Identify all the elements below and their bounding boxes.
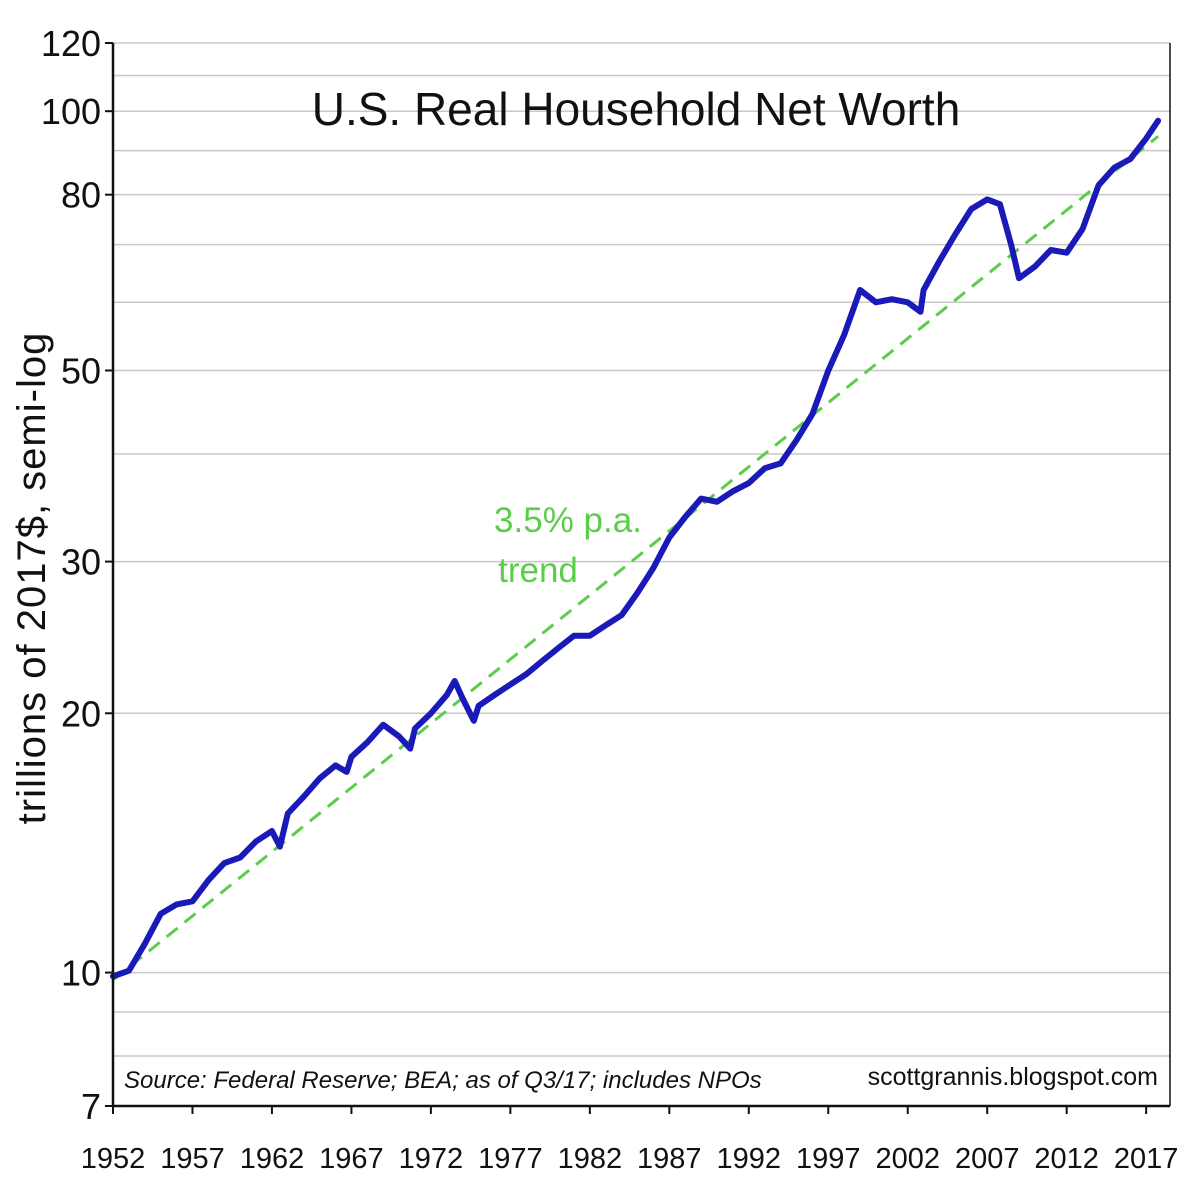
x-tick-label: 2012 (1034, 1143, 1099, 1175)
x-tick-label: 1992 (717, 1143, 782, 1175)
gridlines (113, 42, 1170, 1057)
y-tick-label: 100 (41, 91, 101, 132)
trend-annotation-line1: 3.5% p.a. (494, 501, 642, 540)
trend-annotation-line2: trend (498, 551, 578, 590)
source-note: Source: Federal Reserve; BEA; as of Q3/1… (124, 1067, 762, 1094)
chart-title: U.S. Real Household Net Worth (312, 83, 961, 135)
trend-series (112, 135, 1160, 982)
y-tick-label: 120 (41, 23, 101, 64)
x-tick-label: 1967 (319, 1143, 384, 1175)
x-tick-label: 1982 (558, 1143, 623, 1175)
x-tick-label: 1997 (796, 1143, 861, 1175)
net-worth-line (110, 117, 1162, 980)
y-tick-label: 7 (81, 1086, 101, 1127)
x-tick-label: 1972 (399, 1143, 464, 1175)
trend-line (112, 135, 1160, 982)
y-tick-label: 20 (61, 693, 101, 734)
plot-background (113, 43, 1170, 1106)
y-tick-labels: 7 10 20 30 50 80 100 120 (41, 23, 113, 1127)
x-tick-label: 1962 (240, 1143, 305, 1175)
x-tick-label: 1952 (81, 1143, 146, 1175)
net-worth-series (110, 117, 1162, 980)
credit-note: scottgrannis.blogspot.com (868, 1063, 1158, 1091)
y-tick-label: 80 (61, 175, 101, 216)
x-tick-label: 1987 (637, 1143, 702, 1175)
y-tick-label: 30 (61, 542, 101, 583)
y-tick-label: 10 (61, 953, 101, 994)
y-tick-label: 50 (61, 351, 101, 392)
x-tick-label: 2007 (955, 1143, 1020, 1175)
x-tick-label: 1957 (160, 1143, 225, 1175)
x-tick-labels: 1952 1957 1962 1967 1972 1977 1982 1987 1992 1997… (81, 1106, 1179, 1175)
x-tick-label: 1977 (478, 1143, 543, 1175)
y-axis-label: trillions of 2017$, semi-log (10, 332, 54, 825)
x-tick-label: 2002 (875, 1143, 940, 1175)
axes (111, 43, 1171, 1108)
x-tick-label: 2017 (1114, 1143, 1179, 1175)
